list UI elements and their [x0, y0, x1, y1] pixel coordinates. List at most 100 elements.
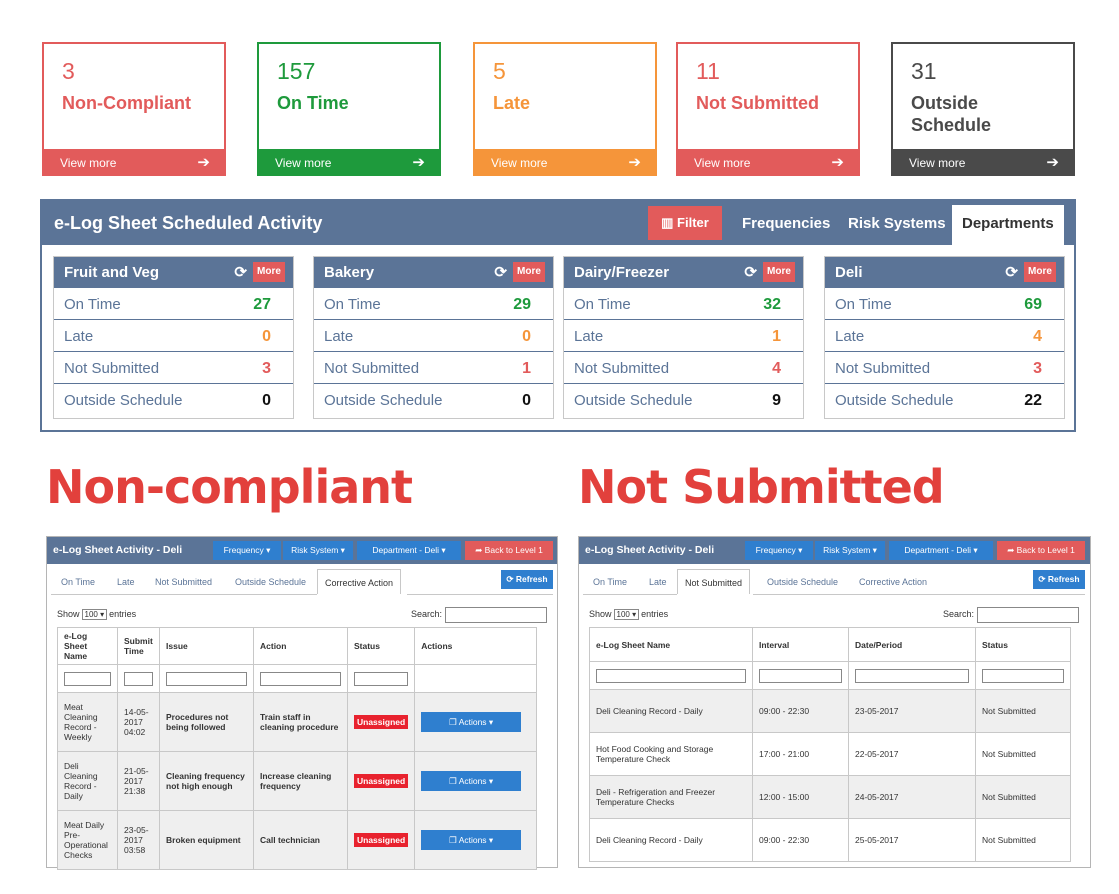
search-input[interactable]: [445, 607, 547, 623]
row-label: Not Submitted: [835, 360, 931, 377]
dept-row-on-time[interactable]: On Time 69: [825, 287, 1064, 319]
refresh-icon[interactable]: ⟳: [1005, 264, 1018, 281]
col-header[interactable]: Submit Time: [117, 627, 160, 665]
refresh-icon[interactable]: ⟳: [234, 264, 247, 281]
view-more-button[interactable]: View more ➔: [257, 149, 441, 176]
actions-dropdown-button[interactable]: ❐ Actions ▾: [421, 712, 522, 732]
tab-outside-schedule[interactable]: Outside Schedule: [235, 577, 307, 587]
col-header[interactable]: e-Log Sheet Name: [57, 627, 118, 665]
card-late: 5 Late View more ➔: [473, 42, 657, 176]
cell-date: 24-05-2017: [848, 775, 976, 819]
col-header[interactable]: Status: [346, 627, 416, 665]
dept-row-late[interactable]: Late 0: [54, 319, 293, 351]
department-dropdown[interactable]: Department - Deli ▾: [357, 541, 461, 560]
dept-row-outside-schedule[interactable]: Outside Schedule 0: [314, 383, 553, 415]
card-label: Not Submitted: [696, 93, 819, 113]
column-filter-input[interactable]: [124, 671, 153, 686]
tab-late[interactable]: Late: [117, 577, 135, 587]
dept-row-late[interactable]: Late 4: [825, 319, 1064, 351]
more-button[interactable]: More: [1024, 262, 1056, 282]
back-arrow-icon: ➦: [1007, 545, 1017, 555]
dept-row-on-time[interactable]: On Time 29: [314, 287, 553, 319]
view-more-label: View more: [909, 156, 966, 170]
dept-row-not-submitted[interactable]: Not Submitted 1: [314, 351, 553, 383]
col-header[interactable]: Date/Period: [848, 627, 976, 662]
refresh-icon: ⟳: [506, 574, 516, 584]
column-filter-input[interactable]: [596, 668, 746, 683]
tab-departments[interactable]: Departments: [952, 205, 1064, 245]
more-button[interactable]: More: [763, 262, 795, 282]
dept-row-not-submitted[interactable]: Not Submitted 4: [564, 351, 803, 383]
col-header[interactable]: Status: [975, 627, 1071, 662]
column-filter-input[interactable]: [260, 671, 341, 686]
tab-not-submitted[interactable]: Not Submitted: [677, 569, 751, 594]
refresh-button[interactable]: ⟳ Refresh: [501, 570, 553, 589]
table-row: Hot Food Cooking and Storage Temperature…: [589, 732, 1071, 776]
dept-row-on-time[interactable]: On Time 27: [54, 287, 293, 319]
card-count: 3: [62, 58, 75, 84]
refresh-icon[interactable]: ⟳: [494, 264, 507, 281]
view-more-button[interactable]: View more ➔: [473, 149, 657, 176]
view-more-button[interactable]: View more ➔: [676, 149, 860, 176]
col-header[interactable]: Interval: [752, 627, 849, 662]
tab-frequencies[interactable]: Frequencies: [742, 215, 831, 232]
more-button[interactable]: More: [513, 262, 545, 282]
col-header[interactable]: Actions: [414, 627, 537, 665]
frequency-dropdown[interactable]: Frequency ▾: [213, 541, 281, 560]
tab-outside-schedule[interactable]: Outside Schedule: [767, 577, 839, 587]
col-header[interactable]: e-Log Sheet Name: [589, 627, 753, 662]
frequency-dropdown[interactable]: Frequency ▾: [745, 541, 813, 560]
view-more-button[interactable]: View more ➔: [42, 149, 226, 176]
filter-button[interactable]: ▥ Filter: [648, 206, 722, 240]
actions-dropdown-button[interactable]: ❐ Actions ▾: [421, 771, 522, 791]
filter-cell: [346, 664, 416, 693]
refresh-icon[interactable]: ⟳: [744, 264, 757, 281]
show-label: Show: [589, 609, 612, 619]
department-dropdown[interactable]: Department - Deli ▾: [889, 541, 993, 560]
risk-system-dropdown[interactable]: Risk System ▾: [283, 541, 353, 560]
cell-action: Increase cleaning frequency: [253, 751, 348, 811]
dept-card-deli: Deli ⟳ More On Time 69 Late 4 Not Submitted 3…: [824, 256, 1065, 419]
actions-dropdown-button[interactable]: ❐ Actions ▾: [421, 830, 522, 850]
dept-row-late[interactable]: Late 1: [564, 319, 803, 351]
column-filter-input[interactable]: [64, 671, 111, 686]
cell-status: Not Submitted: [975, 775, 1071, 819]
dept-name: Deli: [835, 264, 863, 281]
tab-on-time[interactable]: On Time: [593, 577, 628, 587]
column-filter-input[interactable]: [982, 668, 1064, 683]
column-filter-input[interactable]: [354, 671, 409, 686]
tab-corrective-action[interactable]: Corrective Action: [317, 569, 402, 594]
dept-row-not-submitted[interactable]: Not Submitted 3: [825, 351, 1064, 383]
more-button[interactable]: More: [253, 262, 285, 282]
dept-row-not-submitted[interactable]: Not Submitted 3: [54, 351, 293, 383]
back-label: Back to Level 1: [1016, 545, 1075, 555]
dept-row-on-time[interactable]: On Time 32: [564, 287, 803, 319]
dept-row-outside-schedule[interactable]: Outside Schedule 9: [564, 383, 803, 415]
column-filter-input[interactable]: [855, 668, 969, 683]
cell-interval: 09:00 - 22:30: [752, 689, 849, 733]
cell-date: 23-05-2017: [848, 689, 976, 733]
col-header[interactable]: Action: [253, 627, 348, 665]
tab-late[interactable]: Late: [649, 577, 667, 587]
view-more-button[interactable]: View more ➔: [891, 149, 1075, 176]
entries-select[interactable]: 100 ▾: [81, 609, 108, 620]
dept-row-outside-schedule[interactable]: Outside Schedule 22: [825, 383, 1064, 415]
tab-corrective-action[interactable]: Corrective Action: [859, 577, 928, 587]
refresh-button[interactable]: ⟳ Refresh: [1033, 570, 1085, 589]
column-filter-input[interactable]: [166, 671, 247, 686]
entries-select[interactable]: 100 ▾: [613, 609, 640, 620]
dept-header: Fruit and Veg ⟳ More: [54, 257, 293, 287]
risk-system-dropdown[interactable]: Risk System ▾: [815, 541, 885, 560]
dept-row-late[interactable]: Late 0: [314, 319, 553, 351]
tab-on-time[interactable]: On Time: [61, 577, 96, 587]
col-header[interactable]: Issue: [159, 627, 254, 665]
tab-not-submitted[interactable]: Not Submitted: [155, 577, 213, 587]
column-filter-input[interactable]: [759, 668, 842, 683]
dept-row-outside-schedule[interactable]: Outside Schedule 0: [54, 383, 293, 415]
search-input[interactable]: [977, 607, 1079, 623]
tab-risk-systems[interactable]: Risk Systems: [848, 215, 946, 232]
back-to-level-1-button[interactable]: ➦ Back to Level 1: [465, 541, 553, 560]
back-to-level-1-button[interactable]: ➦ Back to Level 1: [997, 541, 1085, 560]
card-count: 11: [696, 58, 720, 84]
card-count: 5: [493, 58, 506, 84]
